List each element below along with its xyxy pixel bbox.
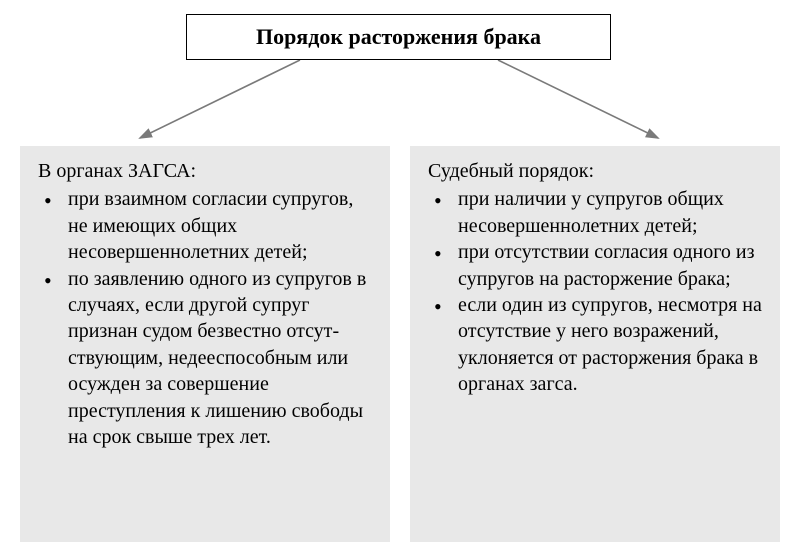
list-item: по заявлению одного из супругов в случая… [38,266,372,451]
title-box: Порядок расторжения брака [186,14,611,60]
branch-left-list: при взаимном согласии супругов, не имеющ… [38,186,372,450]
list-item: при отсутствии согласия одного из супруг… [428,239,762,292]
list-item: если один из супругов, несмотря на отсут… [428,292,762,398]
branch-left: В органах ЗАГСА: при взаимном согласии с… [20,146,390,542]
arrow-left [140,60,300,138]
branch-right: Судебный порядок: при наличии у супругов… [410,146,780,542]
branch-right-list: при наличии у супругов общих несовершенн… [428,186,762,397]
list-item: при взаимном согласии супругов, не имеющ… [38,186,372,265]
diagram-title: Порядок расторжения брака [256,24,541,50]
branches-container: В органах ЗАГСА: при взаимном согласии с… [20,146,780,542]
list-item: при наличии у супругов общих несовершенн… [428,186,762,239]
arrows [0,60,800,150]
branch-right-header: Судебный порядок: [428,158,762,184]
arrow-right [498,60,658,138]
branch-left-header: В органах ЗАГСА: [38,158,372,184]
